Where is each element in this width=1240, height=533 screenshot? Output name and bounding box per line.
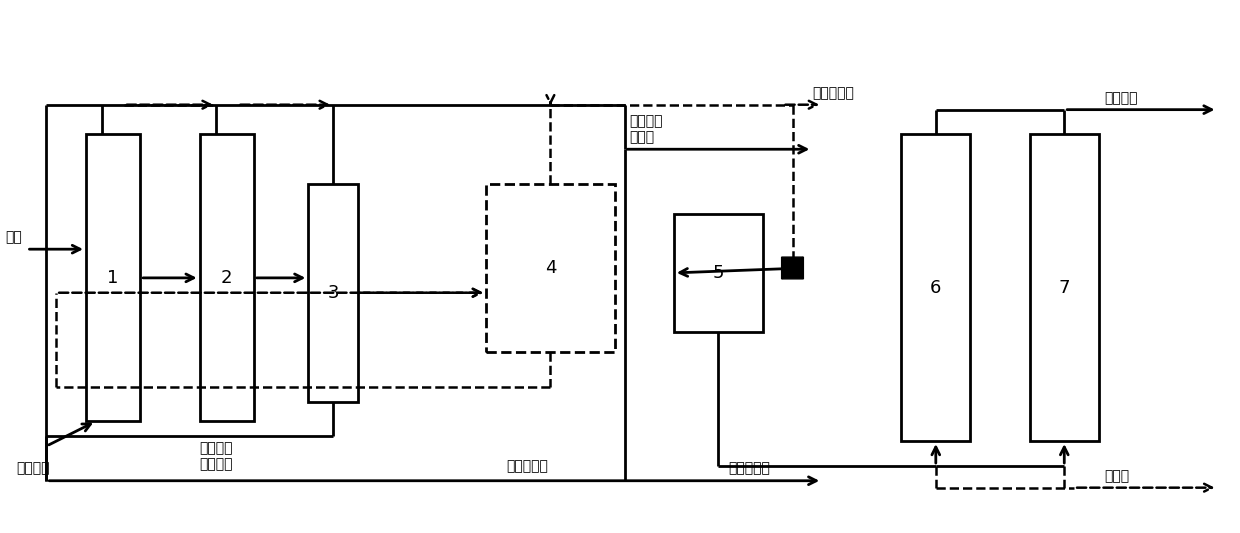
Bar (200, 134, 254, 422)
Text: 萃取分离
中间组分: 萃取分离 中间组分 (200, 441, 233, 471)
Text: 针状焦: 针状焦 (1104, 469, 1128, 483)
Text: 7: 7 (1059, 279, 1070, 297)
Text: 循环溶剂: 循环溶剂 (16, 461, 50, 475)
Text: 2: 2 (221, 269, 232, 287)
Bar (1029, 134, 1099, 441)
Polygon shape (781, 257, 804, 279)
Text: 中间相沥青: 中间相沥青 (728, 461, 770, 475)
Text: 萃取分离
轻组分: 萃取分离 轻组分 (630, 114, 663, 144)
Text: 原料: 原料 (5, 230, 21, 244)
Bar (309, 184, 357, 401)
Bar (86, 134, 140, 422)
Text: 反应轻组分: 反应轻组分 (812, 86, 854, 100)
Bar (486, 184, 615, 352)
Text: 4: 4 (544, 259, 556, 277)
Polygon shape (781, 257, 804, 279)
Bar (673, 214, 763, 332)
Text: 1: 1 (108, 269, 119, 287)
Bar (901, 134, 971, 441)
Text: 6: 6 (930, 279, 941, 297)
Text: 萃余重组分: 萃余重组分 (506, 459, 548, 473)
Text: 3: 3 (327, 284, 339, 302)
Text: 焦化油气: 焦化油气 (1104, 91, 1137, 104)
Text: 5: 5 (713, 264, 724, 282)
